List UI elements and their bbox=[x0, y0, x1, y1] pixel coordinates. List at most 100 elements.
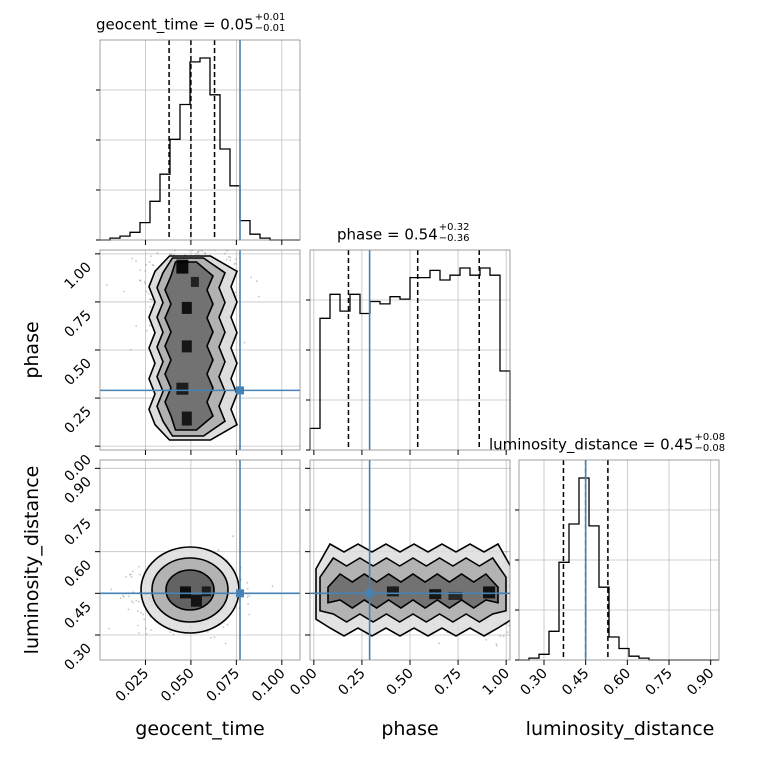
sample-point bbox=[131, 257, 134, 260]
sample-point bbox=[515, 583, 517, 585]
x-tick-label-luminosity_distance: 0.90 bbox=[684, 666, 717, 699]
sample-point bbox=[549, 586, 551, 588]
sample-point bbox=[108, 627, 110, 630]
sample-point bbox=[528, 593, 530, 595]
sample-point bbox=[213, 636, 216, 638]
sample-point bbox=[130, 576, 133, 578]
sample-point bbox=[539, 601, 541, 603]
sample-point bbox=[526, 566, 528, 568]
sample-point bbox=[534, 607, 536, 609]
axes-frame-2-0 bbox=[99, 459, 301, 661]
sample-point bbox=[540, 593, 542, 595]
x-tick-label-phase: 0.75 bbox=[432, 666, 465, 699]
hist-bar bbox=[130, 232, 140, 240]
sample-point bbox=[526, 579, 528, 581]
sample-point bbox=[149, 306, 151, 308]
sample-point bbox=[541, 576, 543, 578]
sample-point bbox=[147, 243, 149, 245]
sample-point bbox=[110, 588, 113, 591]
sample-point bbox=[174, 247, 176, 249]
sample-point bbox=[514, 585, 516, 587]
sample-point bbox=[529, 589, 531, 591]
sample-point bbox=[550, 574, 552, 576]
sample-point bbox=[152, 181, 154, 183]
sample-point bbox=[145, 290, 148, 293]
sample-point bbox=[525, 578, 527, 580]
sample-point bbox=[545, 602, 547, 604]
sample-point bbox=[210, 636, 212, 639]
sample-point bbox=[145, 627, 147, 630]
sample-point bbox=[556, 583, 558, 585]
sample-point bbox=[164, 154, 166, 156]
sample-point bbox=[144, 282, 147, 285]
sample-point bbox=[526, 605, 528, 607]
sample-point bbox=[540, 583, 542, 585]
sample-point bbox=[512, 600, 514, 602]
sample-point bbox=[224, 642, 227, 645]
sample-point bbox=[207, 247, 209, 249]
sample-point bbox=[523, 596, 525, 598]
sample-point bbox=[248, 595, 251, 597]
sample-point bbox=[552, 580, 554, 582]
sample-point bbox=[532, 614, 534, 616]
sample-point bbox=[201, 250, 204, 252]
sample-point bbox=[536, 589, 538, 591]
sample-point bbox=[536, 585, 538, 587]
sample-point bbox=[155, 174, 157, 176]
sample-point bbox=[136, 624, 139, 627]
sample-point bbox=[530, 592, 532, 594]
hist-bar bbox=[170, 139, 180, 240]
hist-bar bbox=[330, 294, 340, 450]
sample-point bbox=[517, 583, 519, 585]
density-block bbox=[180, 586, 191, 599]
sample-point bbox=[158, 197, 160, 199]
sample-point bbox=[248, 613, 251, 616]
sample-point bbox=[156, 248, 158, 250]
sample-point bbox=[227, 255, 230, 258]
sample-point bbox=[541, 607, 543, 609]
sample-point bbox=[528, 628, 530, 630]
sample-point bbox=[522, 606, 524, 608]
y-tick-label-phase: 0.25 bbox=[61, 404, 94, 437]
sample-point bbox=[521, 581, 523, 583]
sample-point bbox=[523, 589, 525, 591]
grid-0-0 bbox=[100, 40, 300, 240]
hist-bar bbox=[430, 270, 440, 450]
sample-point bbox=[245, 206, 247, 208]
sample-point bbox=[547, 598, 549, 600]
sample-point bbox=[542, 574, 544, 576]
sample-point bbox=[516, 622, 518, 624]
hist-bar bbox=[320, 318, 330, 450]
sample-point bbox=[129, 348, 132, 351]
y-tick-label-phase: 0.50 bbox=[61, 356, 94, 389]
sample-point bbox=[530, 562, 532, 564]
sample-point bbox=[255, 280, 258, 283]
sample-point bbox=[166, 244, 168, 246]
sample-point bbox=[195, 252, 198, 255]
sample-point bbox=[156, 247, 158, 249]
sample-point bbox=[531, 576, 533, 578]
sample-point bbox=[540, 581, 542, 583]
hist-bar bbox=[350, 294, 360, 450]
sample-point bbox=[163, 154, 165, 156]
x-tick-label-geocent_time: 0.025 bbox=[113, 666, 153, 706]
sample-point bbox=[520, 596, 522, 598]
sample-point bbox=[531, 574, 533, 576]
sample-point bbox=[539, 594, 541, 596]
sample-point bbox=[555, 585, 557, 587]
sample-point bbox=[522, 597, 524, 599]
sample-point bbox=[511, 593, 513, 595]
sample-point bbox=[550, 586, 552, 588]
sample-point bbox=[229, 259, 232, 262]
x-tick-label-geocent_time: 0.050 bbox=[158, 666, 198, 706]
hist-bar bbox=[410, 278, 420, 450]
density-block bbox=[190, 276, 199, 287]
sample-point bbox=[531, 588, 533, 590]
sample-point bbox=[140, 611, 142, 614]
sample-point bbox=[533, 590, 535, 592]
hist-bar bbox=[230, 186, 240, 240]
hist-bar bbox=[549, 631, 559, 660]
hist-bar bbox=[460, 268, 470, 450]
hist-bar bbox=[579, 478, 589, 660]
sample-point bbox=[556, 600, 558, 602]
